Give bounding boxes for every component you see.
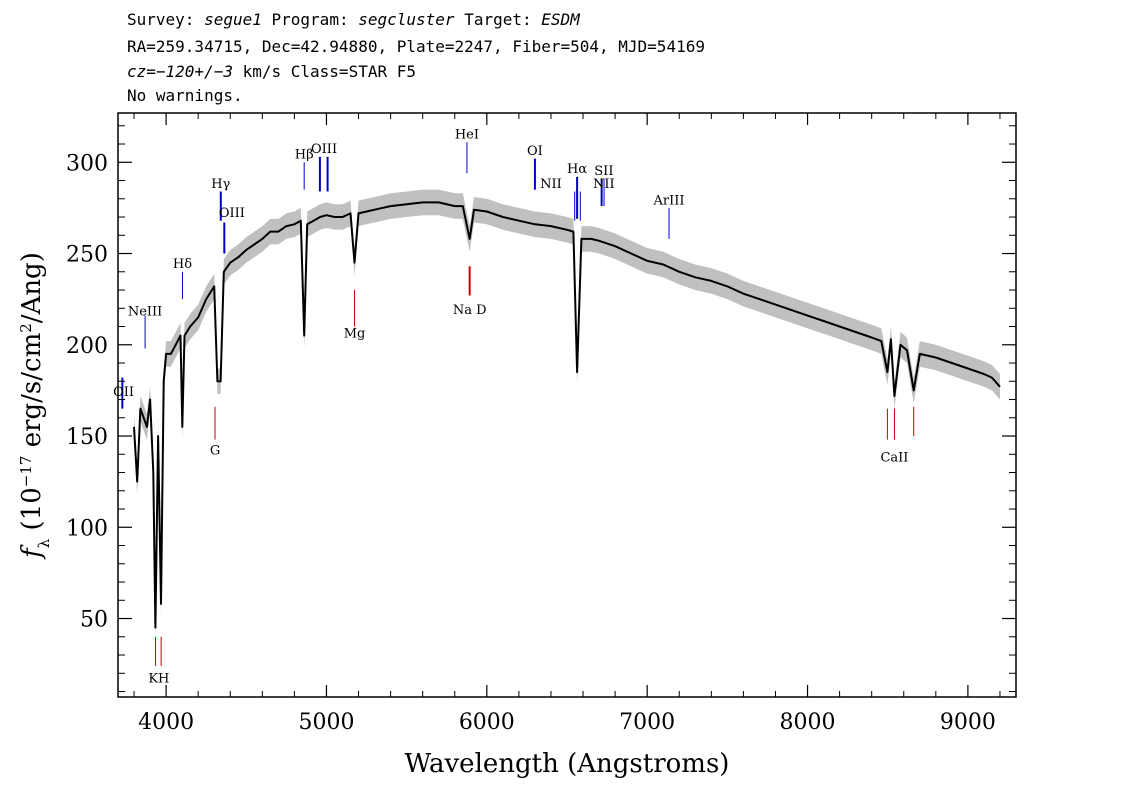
x-tick-label: 8000 (780, 710, 836, 735)
plot-frame (117, 112, 1017, 698)
header-line-2: RA=259.34715, Dec=42.94880, Plate=2247, … (127, 37, 705, 56)
y-tick-label: 50 (80, 608, 108, 633)
line-marker-label: SII (594, 164, 613, 179)
x-tick-label: 4000 (138, 710, 194, 735)
flux-line-group (133, 201, 1001, 629)
line-marker-label: G (210, 443, 220, 458)
header-line-1: Survey: segue1 Program: segcluster Targe… (127, 10, 580, 29)
line-marker-label: Hα (567, 162, 587, 177)
target-value: ESDM (541, 10, 580, 29)
x-axis-label: Wavelength (Angstroms) (405, 749, 730, 779)
line-marker-label: H (158, 671, 169, 686)
x-tick-label: 5000 (298, 710, 354, 735)
y-tick-label: 200 (66, 334, 108, 359)
line-marker-label: OI (527, 144, 543, 159)
line-marker-label: Hγ (211, 177, 230, 192)
header-line-3: cz=−120+/−3 km/s Class=STAR F5 (127, 62, 416, 81)
line-marker-label: K (148, 671, 158, 686)
header-line-4: No warnings. (127, 86, 243, 105)
line-marker-label: HeI (455, 128, 479, 143)
y-tick-label: 300 (66, 151, 108, 176)
line-marker-label: OIII (219, 206, 245, 221)
error-band (134, 189, 1000, 641)
program-value: segcluster (358, 10, 455, 29)
line-marker-label: CaII (880, 451, 908, 466)
target-label: Target: (464, 10, 532, 29)
y-tick-label: 250 (66, 243, 108, 268)
redshift-value: cz=−120+/−3 (127, 62, 233, 81)
flux-line (133, 201, 1001, 629)
line-marker-label: ArIII (652, 193, 684, 208)
survey-label: Survey: (127, 10, 195, 29)
line-marker-label: NII (593, 177, 615, 192)
tick-group: 4000 5000 6000 7000 8000 9000 50 100 150 200 250 30… (66, 113, 1016, 735)
class-value: km/s Class=STAR F5 (232, 62, 416, 81)
line-marker-label: Na D (453, 303, 487, 318)
y-tick-label: 100 (66, 516, 108, 541)
y-axis-label: fλ (10−17 erg/s/cm2/Ang) (17, 252, 53, 560)
line-marker-label: OIII (311, 142, 337, 157)
line-marker-label: Hβ (295, 148, 314, 163)
x-tick-label: 9000 (940, 710, 996, 735)
survey-value: segue1 (204, 10, 262, 29)
program-label: Program: (271, 10, 349, 29)
line-marker-label: Mg (344, 326, 366, 341)
line-marker-label: Hδ (173, 257, 192, 272)
line-marker-label: NII (540, 177, 562, 192)
x-tick-label: 6000 (459, 710, 515, 735)
error-band-group (134, 189, 1000, 641)
y-tick-label: 150 (66, 425, 108, 450)
line-marker-label: NeIII (128, 305, 162, 320)
x-tick-label: 7000 (619, 710, 675, 735)
line-marker-label: OII (113, 385, 134, 400)
